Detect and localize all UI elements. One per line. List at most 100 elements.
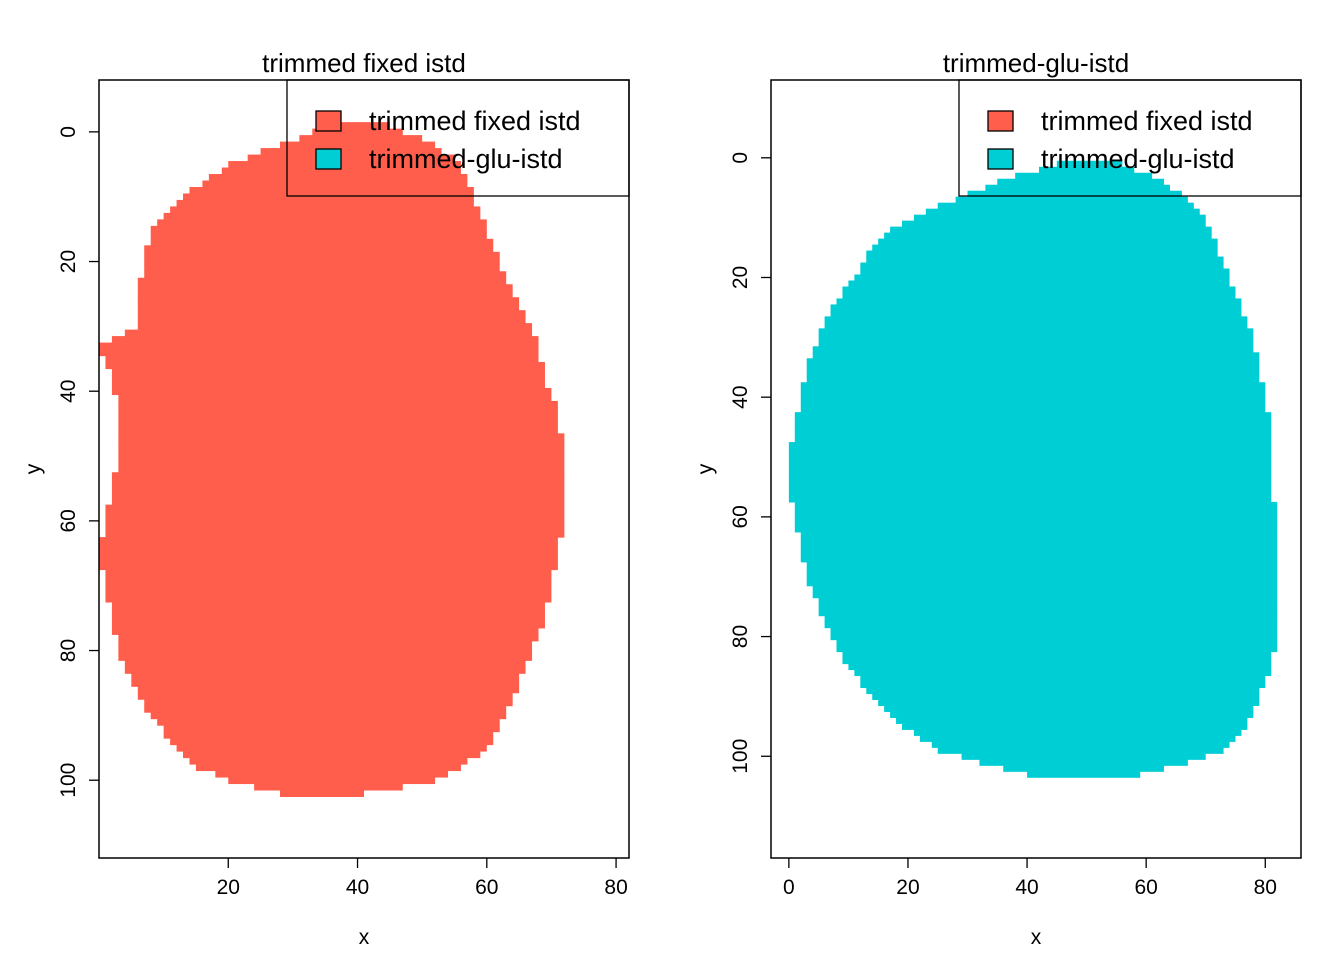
region-row: [118, 407, 558, 415]
region-row: [99, 537, 558, 545]
y-tick-label: 80: [57, 639, 80, 662]
region-row: [806, 567, 1278, 575]
region-row: [812, 346, 1254, 353]
region-row: [955, 196, 1188, 204]
region-row: [118, 647, 533, 655]
region-row: [331, 122, 390, 130]
region-row: [788, 454, 1272, 461]
region-row: [111, 485, 565, 493]
y-tick-label: 80: [729, 625, 752, 648]
region-row: [866, 250, 1218, 258]
region-row: [170, 738, 494, 746]
region-row: [247, 154, 455, 162]
region-row: [118, 420, 558, 428]
y-tick-label: 100: [57, 763, 80, 798]
region-row: [118, 640, 533, 648]
region-row: [105, 588, 552, 597]
y-tick-label: 60: [729, 505, 752, 528]
region-row: [137, 303, 520, 311]
region-row: [137, 297, 520, 305]
region-row: [111, 374, 545, 383]
region-row: [830, 627, 1278, 635]
region-row: [854, 669, 1272, 677]
region-row: [794, 519, 1278, 527]
region-row: [878, 699, 1260, 706]
region-row: [163, 212, 481, 220]
region-row: [124, 666, 526, 674]
y-tick-label: 20: [57, 250, 80, 273]
region-row: [111, 627, 539, 635]
region-row: [794, 418, 1272, 425]
region-row: [818, 328, 1254, 335]
region-row: [150, 238, 494, 246]
region-row: [919, 735, 1236, 742]
region-row: [800, 537, 1278, 545]
region-row: [878, 238, 1218, 246]
x-axis: 0 20 40 60 80: [783, 858, 1277, 899]
region-row: [144, 245, 494, 253]
region-row: [788, 448, 1272, 455]
region-row: [800, 382, 1266, 389]
region-row: [872, 244, 1218, 252]
region-row: [860, 262, 1224, 270]
region-row: [111, 381, 545, 389]
region-row: [189, 186, 474, 195]
region-row: [254, 783, 403, 791]
region-row: [170, 206, 481, 214]
region-row: [788, 483, 1272, 491]
region-row: [830, 304, 1242, 311]
region-row: [118, 413, 558, 421]
region-row: [118, 439, 565, 447]
region-row: [818, 597, 1278, 605]
region-row: [105, 530, 565, 538]
chart-panel-trimmed-glu-istd: trimmed-glu-istd 0 20 40 60 80 020406080100 …: [694, 48, 1302, 949]
region-row: [111, 491, 565, 499]
region-row: [872, 693, 1260, 700]
region-row: [806, 364, 1260, 371]
region-row: [118, 394, 552, 402]
region-row: [183, 751, 481, 759]
region-row: [195, 763, 461, 772]
region-row: [800, 394, 1266, 401]
region-row: [111, 608, 545, 616]
legend-box: [958, 79, 1302, 197]
region-row: [1056, 160, 1123, 168]
x-tick-label: 80: [1254, 876, 1277, 899]
region-row: [111, 601, 545, 609]
region-row: [163, 725, 500, 733]
x-axis-label: x: [359, 926, 370, 949]
region-row: [997, 178, 1165, 186]
region-row: [788, 442, 1272, 449]
region-row: [979, 759, 1188, 766]
region-row: [105, 595, 552, 603]
region-row: [118, 459, 565, 467]
region-row: [105, 569, 552, 577]
legend-label: trimmed fixed istd: [1041, 106, 1253, 136]
region-row: [111, 614, 545, 622]
region-row: [105, 355, 539, 363]
region-row: [884, 232, 1212, 240]
region-row: [890, 226, 1212, 234]
region-row: [925, 208, 1200, 216]
region-row: [794, 525, 1278, 533]
region-row: [848, 663, 1272, 671]
region-row: [800, 543, 1278, 551]
region-row: [144, 705, 507, 713]
x-axis: 20 40 60 80: [217, 858, 628, 899]
y-axis: 0 20 40 60 80 100: [729, 152, 771, 774]
region-row: [800, 549, 1278, 557]
region-row: [788, 477, 1272, 485]
y-tick-label: 0: [57, 126, 80, 138]
legend-swatch: [987, 148, 1014, 170]
region-row: [111, 336, 539, 344]
legend-label: trimmed-glu-istd: [369, 144, 563, 174]
region-row: [260, 148, 442, 156]
region-row: [913, 214, 1206, 222]
region-row: [860, 268, 1230, 276]
region-row: [794, 424, 1272, 431]
x-tick-label: 20: [896, 876, 919, 899]
region-row: [902, 723, 1248, 730]
region-row: [131, 673, 520, 681]
y-tick-label: 60: [57, 509, 80, 532]
